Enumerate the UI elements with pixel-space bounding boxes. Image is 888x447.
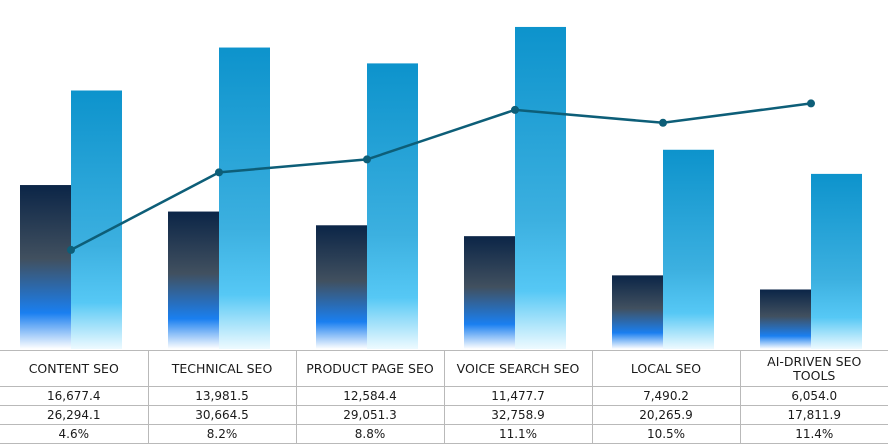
bar-series-1 bbox=[612, 275, 663, 349]
table-cell: 26,294.1 bbox=[0, 405, 149, 425]
bar-series-2 bbox=[367, 63, 418, 349]
line-point bbox=[67, 245, 75, 254]
table-cell: 8.8% bbox=[295, 424, 445, 444]
category-label: VOICE SEARCH SEO bbox=[443, 350, 593, 387]
table-cell: 4.6% bbox=[0, 424, 149, 444]
category-label: TECHNICAL SEO bbox=[147, 350, 297, 387]
category-label: LOCAL SEO bbox=[591, 350, 741, 387]
table-cell: 11.1% bbox=[443, 424, 593, 444]
category-label: CONTENT SEO bbox=[0, 350, 149, 387]
line-point bbox=[659, 118, 667, 127]
table-cell: 30,664.5 bbox=[147, 405, 297, 425]
category-label: PRODUCT PAGE SEO bbox=[295, 350, 445, 387]
bar-series-1 bbox=[316, 225, 367, 349]
table-cell: 20,265.9 bbox=[591, 405, 741, 425]
bar-series-2 bbox=[663, 149, 714, 349]
bar-series-2 bbox=[515, 26, 566, 349]
table-row: 26,294.1 30,664.5 29,051.3 32,758.9 20,2… bbox=[0, 405, 888, 425]
table-row: 4.6% 8.2% 8.8% 11.1% 10.5% 11.4% bbox=[0, 424, 888, 444]
line-series bbox=[70, 102, 812, 252]
bar-series-2 bbox=[811, 173, 862, 349]
table-cell: 32,758.9 bbox=[443, 405, 593, 425]
line-point bbox=[215, 168, 223, 177]
bar-series-1 bbox=[760, 289, 811, 349]
bar-series-1 bbox=[20, 185, 71, 349]
combo-chart bbox=[20, 26, 862, 350]
table-header-row: CONTENT SEO TECHNICAL SEO PRODUCT PAGE S… bbox=[0, 350, 888, 387]
table-cell: 10.5% bbox=[591, 424, 741, 444]
table-cell: 6,054.0 bbox=[739, 386, 888, 406]
table-cell: 11,477.7 bbox=[443, 386, 593, 406]
table-cell: 8.2% bbox=[147, 424, 297, 444]
table-cell: 29,051.3 bbox=[295, 405, 445, 425]
bar-series-2 bbox=[219, 47, 270, 350]
bar-series-1 bbox=[464, 236, 515, 349]
bar-series-2 bbox=[71, 90, 122, 349]
table-cell: 7,490.2 bbox=[591, 386, 741, 406]
data-table: CONTENT SEO TECHNICAL SEO PRODUCT PAGE S… bbox=[0, 350, 888, 444]
line-point bbox=[363, 155, 371, 164]
table-cell: 17,811.9 bbox=[739, 405, 888, 425]
line-point bbox=[511, 105, 519, 114]
category-label: AI-DRIVEN SEO TOOLS bbox=[739, 350, 888, 387]
table-cell: 11.4% bbox=[739, 424, 888, 444]
table-cell: 13,981.5 bbox=[147, 386, 297, 406]
table-cell: 16,677.4 bbox=[0, 386, 149, 406]
table-row: 16,677.4 13,981.5 12,584.4 11,477.7 7,49… bbox=[0, 386, 888, 406]
line-point bbox=[807, 99, 815, 108]
bar-series-1 bbox=[168, 211, 219, 349]
table-cell: 12,584.4 bbox=[295, 386, 445, 406]
